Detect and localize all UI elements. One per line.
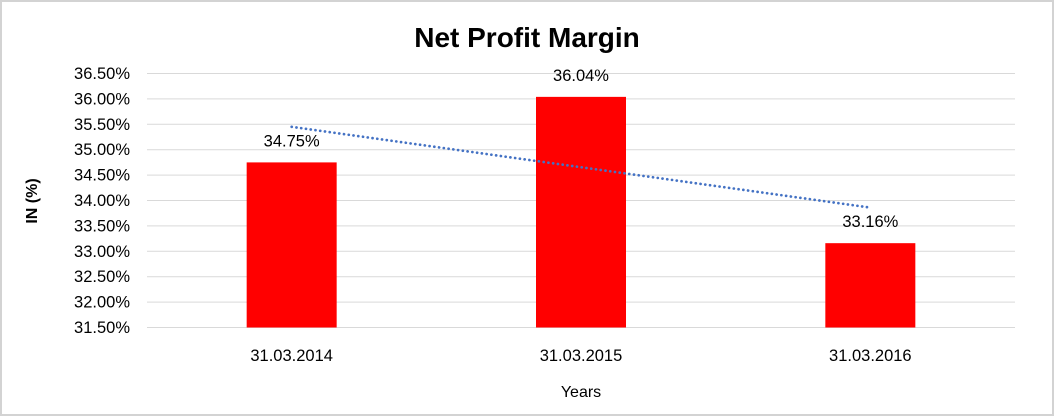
y-tick-label: 34.50% [74, 167, 130, 185]
y-tick-label: 32.50% [74, 268, 130, 286]
y-tick-label: 35.00% [74, 141, 130, 159]
chart-title: Net Profit Margin [414, 22, 640, 53]
trendline[interactable] [290, 125, 872, 209]
data-label: 34.75% [264, 132, 320, 150]
x-tick-label: 31.03.2015 [540, 347, 623, 365]
y-tick-label: 36.50% [74, 65, 130, 83]
bar-31.03.2016[interactable] [825, 243, 916, 328]
x-tick-label: 31.03.2016 [829, 347, 912, 365]
x-axis-title: Years [560, 384, 602, 401]
y-tick-label: 32.00% [74, 294, 130, 312]
y-tick-label: 36.00% [74, 90, 130, 108]
y-tick-label: 31.50% [74, 319, 130, 337]
y-tick-label: 34.00% [74, 192, 130, 210]
bar-31.03.2015[interactable] [536, 96, 626, 328]
y-tick-label: 33.50% [74, 217, 130, 235]
bar-31.03.2014[interactable] [246, 162, 337, 328]
y-tick-label: 33.00% [74, 243, 130, 261]
y-tick-label: 35.50% [74, 116, 130, 134]
data-label: 36.04% [553, 67, 609, 85]
data-label: 33.16% [842, 213, 898, 231]
x-tick-label: 31.03.2014 [250, 347, 333, 365]
